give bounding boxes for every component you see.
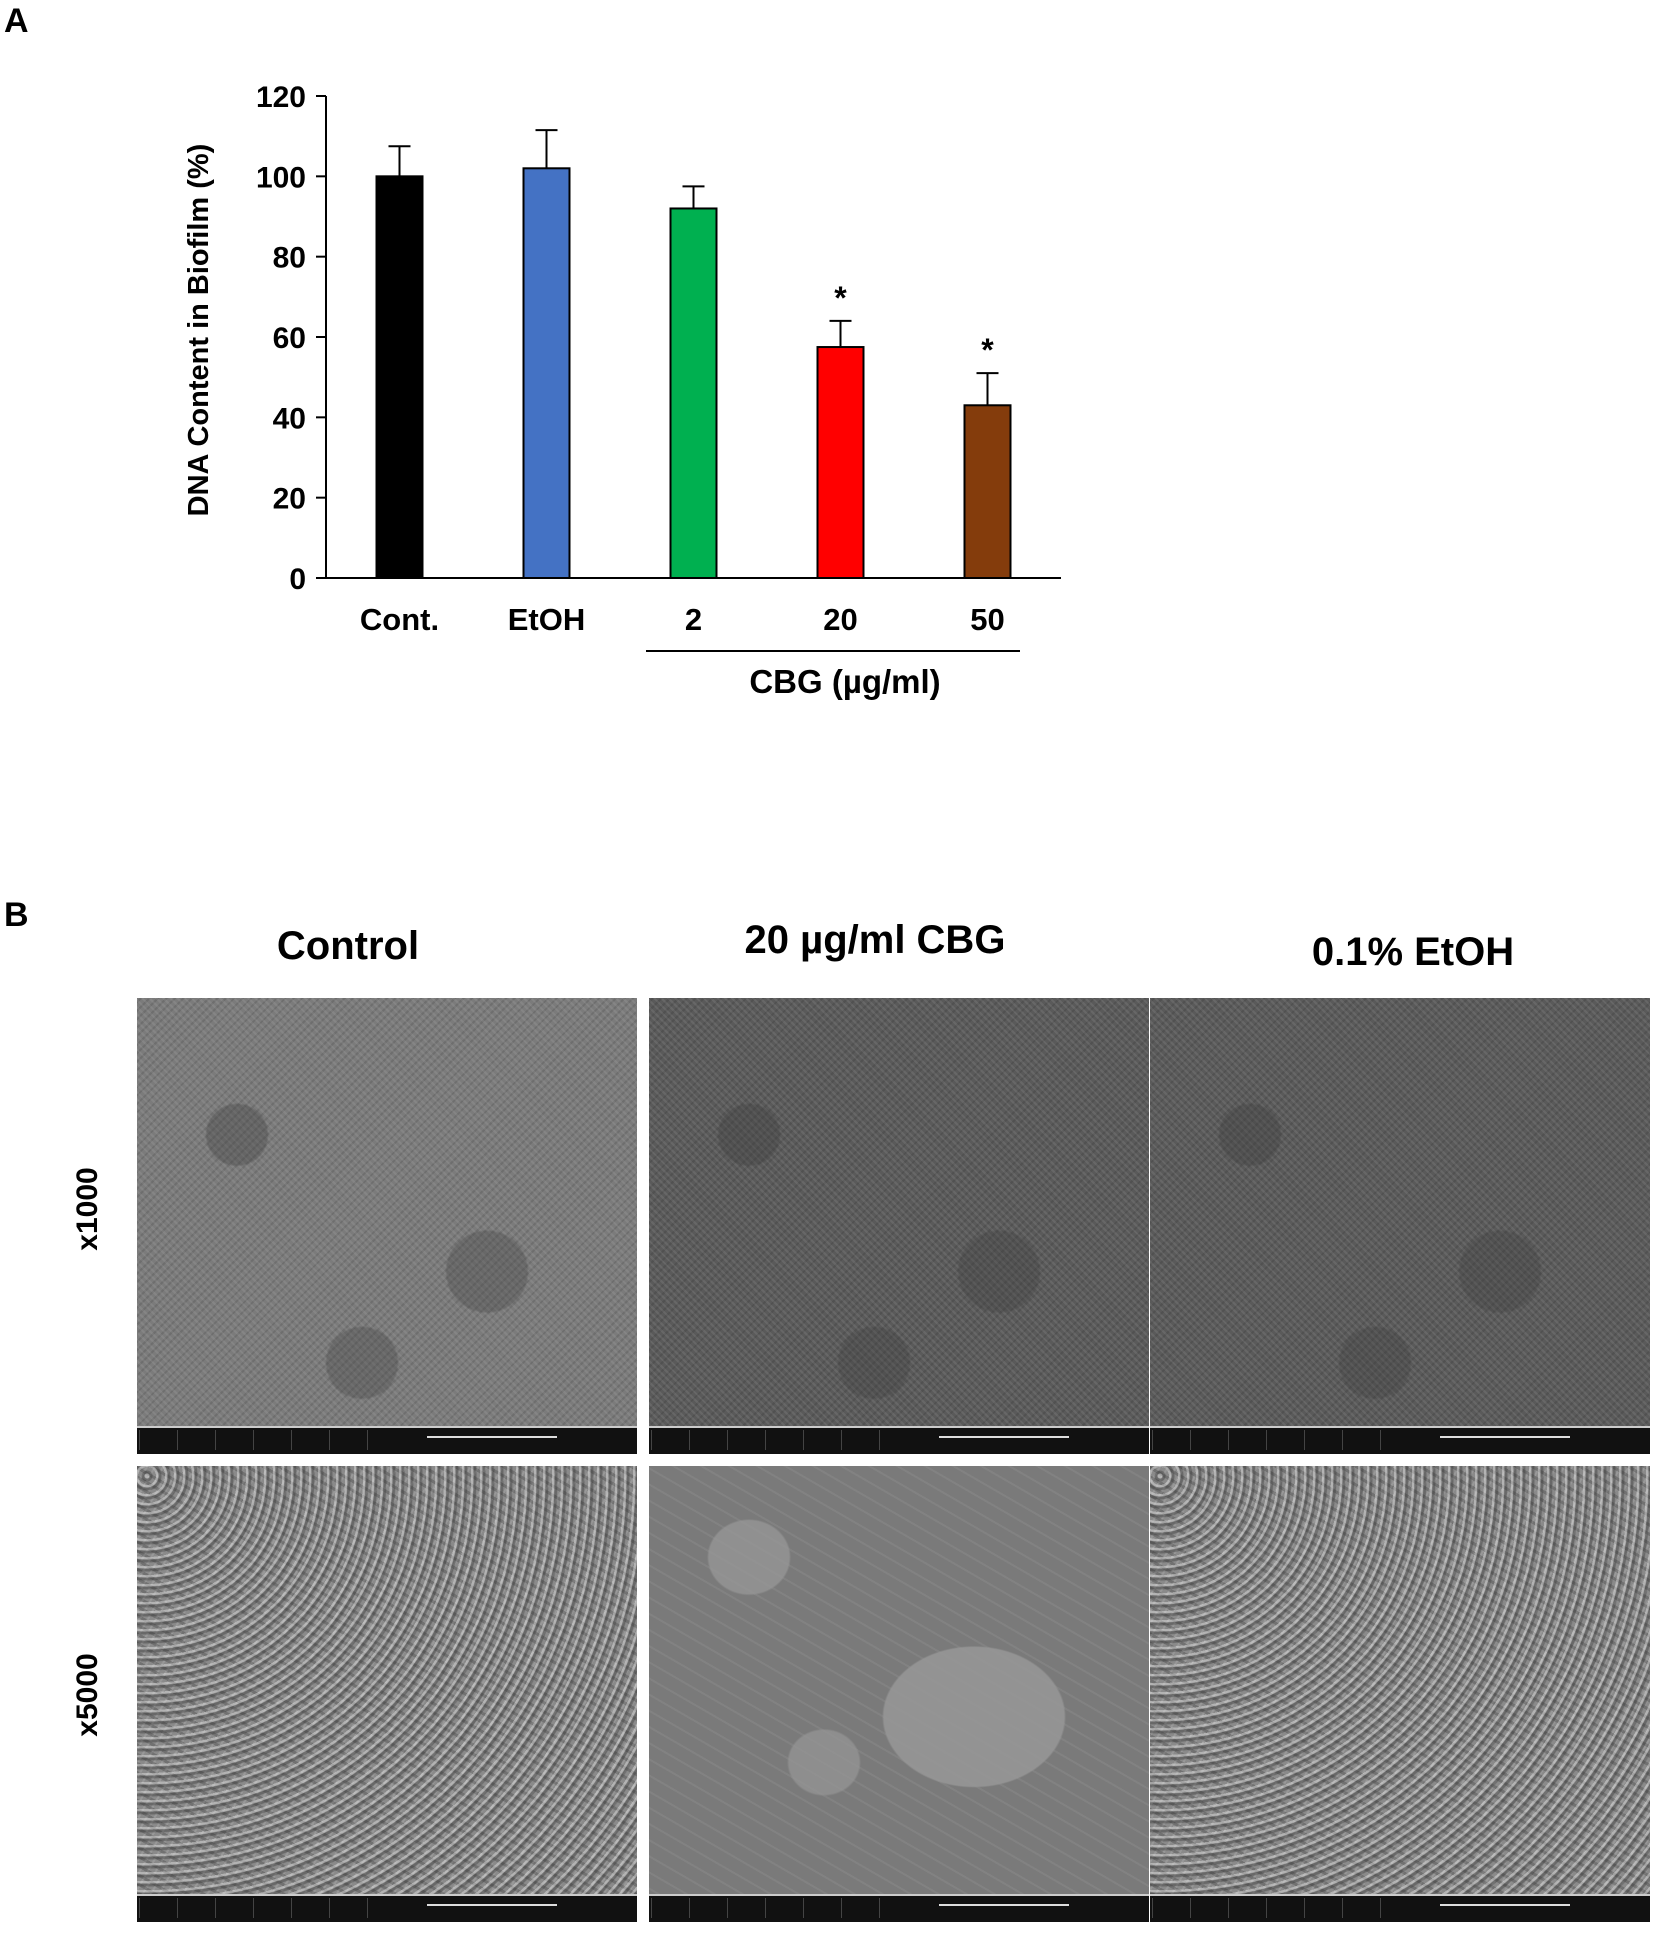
bar-50 [963,404,1012,579]
micrograph-control-x5000 [137,1466,637,1922]
micrograph-cbg-x5000 [649,1466,1149,1922]
x-tick-label: 50 [970,602,1004,637]
column-title-etoh: 0.1% EtOH [1311,930,1515,974]
significance-marker: * [981,332,994,368]
x-tick-label: EtOH [508,602,586,637]
x-tick-label: 2 [685,602,702,637]
y-axis: 0 20 40 60 80 100 120 [256,81,327,596]
x-tick-label: Cont. [360,602,439,637]
micrograph-etoh-x1000 [1150,998,1650,1454]
group-label: CBG (µg/ml) [749,663,940,700]
micrograph-control-x1000 [137,998,637,1454]
micrograph-databar [137,1894,637,1922]
panel-b-letter: B [4,896,29,934]
micrograph-databar [1150,1426,1650,1454]
row-label-x1000: x1000 [71,1167,104,1251]
column-title-control: Control [276,924,420,968]
micrograph-etoh-x5000 [1150,1466,1650,1922]
bar-etoh [522,167,571,580]
x-axis: Cont. EtOH 2 20 50 [326,577,1061,637]
y-tick-label: 80 [273,242,306,275]
panel-a-letter: A [4,2,29,40]
y-tick-label: 100 [256,161,306,194]
y-axis-label: DNA Content in Biofilm (%) [183,144,215,517]
y-tick-label: 0 [289,563,306,596]
y-tick-label: 20 [273,483,306,516]
row-label-x5000: x5000 [71,1653,104,1737]
bar-20 [816,346,865,579]
micrograph-databar [137,1426,637,1454]
y-tick-label: 120 [256,81,306,114]
x-tick-label: 20 [823,602,857,637]
micrograph-databar [649,1426,1149,1454]
column-title-cbg: 20 µg/ml CBG [744,918,1006,962]
y-tick-label: 60 [273,322,306,355]
micrograph-cbg-x1000 [649,998,1149,1454]
bars: ** [375,129,1012,580]
significance-marker: * [834,280,847,316]
y-tick-label: 40 [273,402,306,435]
bar-cont [375,175,424,579]
bar-2 [669,207,718,579]
micrograph-databar [1150,1894,1650,1922]
micrograph-databar [649,1894,1149,1922]
